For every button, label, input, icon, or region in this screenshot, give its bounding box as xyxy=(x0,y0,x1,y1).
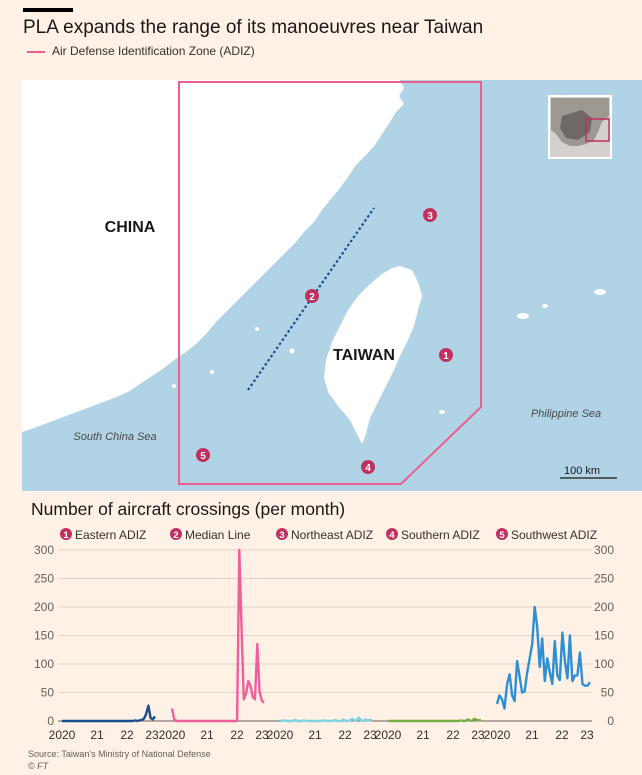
x-tick-label: 22 xyxy=(338,728,352,742)
source-note: Source: Taiwan's Ministry of National De… xyxy=(28,749,211,759)
y-tick-label-right: 300 xyxy=(594,543,614,557)
y-tick-label-right: 250 xyxy=(594,572,614,586)
x-tick-label: 21 xyxy=(90,728,104,742)
x-tick-label: 2020 xyxy=(159,728,186,742)
y-tick-label-left: 300 xyxy=(34,543,54,557)
y-tick-label-left: 150 xyxy=(34,629,54,643)
panel-name: Southwest ADIZ xyxy=(511,528,597,542)
panel-name: Northeast ADIZ xyxy=(291,528,373,542)
x-tick-label: 2020 xyxy=(49,728,76,742)
x-tick-label: 2020 xyxy=(267,728,294,742)
x-tick-label: 21 xyxy=(308,728,322,742)
x-tick-label: 23 xyxy=(145,728,159,742)
panel-number: 3 xyxy=(279,530,284,541)
y-tick-label-right: 0 xyxy=(607,714,614,728)
ft-credit: © FT xyxy=(28,761,48,771)
series-line-southwest-adiz xyxy=(497,607,590,709)
x-tick-label: 22 xyxy=(120,728,134,742)
y-tick-label-right: 100 xyxy=(594,657,614,671)
y-tick-label-left: 250 xyxy=(34,572,54,586)
x-tick-label: 21 xyxy=(525,728,539,742)
y-tick-label-left: 0 xyxy=(47,714,54,728)
series-line-southern-adiz xyxy=(388,719,481,721)
y-tick-label-left: 200 xyxy=(34,600,54,614)
panel-number: 5 xyxy=(499,530,505,541)
panel-number: 4 xyxy=(389,530,395,541)
panel-name: Median Line xyxy=(185,528,251,542)
x-tick-label: 22 xyxy=(446,728,460,742)
x-tick-label: 21 xyxy=(200,728,214,742)
x-tick-label: 21 xyxy=(416,728,430,742)
y-tick-label-right: 50 xyxy=(601,686,615,700)
x-tick-label: 2020 xyxy=(375,728,402,742)
panel-number: 2 xyxy=(173,530,178,541)
panel-number: 1 xyxy=(63,530,69,541)
series-line-eastern-adiz xyxy=(62,706,155,721)
x-tick-label: 22 xyxy=(555,728,569,742)
panel-name: Southern ADIZ xyxy=(401,528,480,542)
y-tick-label-left: 100 xyxy=(34,657,54,671)
x-tick-label: 23 xyxy=(580,728,594,742)
x-tick-label: 2020 xyxy=(484,728,511,742)
small-multiples-chart: 0 0 50 50 100 100 150 150 200 200 250 250 300 300 1 Eas… xyxy=(0,0,642,775)
y-tick-label-right: 200 xyxy=(594,600,614,614)
y-tick-label-right: 150 xyxy=(594,629,614,643)
x-tick-label: 22 xyxy=(230,728,244,742)
panel-name: Eastern ADIZ xyxy=(75,528,146,542)
y-tick-label-left: 50 xyxy=(41,686,55,700)
series-line-northeast-adiz xyxy=(280,718,372,721)
